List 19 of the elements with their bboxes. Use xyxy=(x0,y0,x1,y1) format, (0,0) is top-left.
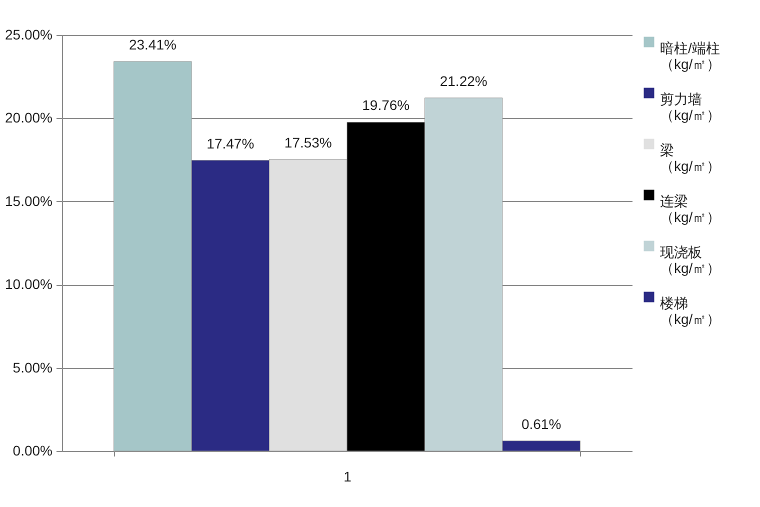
x-tick-label: 1 xyxy=(344,468,352,484)
y-tick-label: 10.00% xyxy=(5,276,52,292)
data-label: 0.61% xyxy=(521,416,562,432)
legend-label: 剪力墙（kg/㎡） xyxy=(660,91,721,123)
data-label: 21.22% xyxy=(440,72,488,89)
y-tick-label: 20.00% xyxy=(5,110,52,126)
data-label: 17.53% xyxy=(284,134,332,150)
legend-label: 现浇板（kg/㎡） xyxy=(660,244,721,276)
legend-label: 梁（kg/㎡） xyxy=(660,142,721,174)
data-label: 19.76% xyxy=(362,97,410,114)
y-tick-label: 0.00% xyxy=(12,442,52,458)
y-tick-label: 25.00% xyxy=(5,26,52,42)
y-tick-label: 15.00% xyxy=(5,192,52,209)
data-label: 17.47% xyxy=(206,135,254,152)
y-tick-label: 5.00% xyxy=(12,359,52,376)
legend-label: 连梁（kg/㎡） xyxy=(660,193,721,225)
data-label: 23.41% xyxy=(128,36,176,52)
legend-label: 暗柱/端柱（kg/㎡） xyxy=(660,40,721,72)
legend-label: 楼梯（kg/㎡） xyxy=(660,295,721,327)
